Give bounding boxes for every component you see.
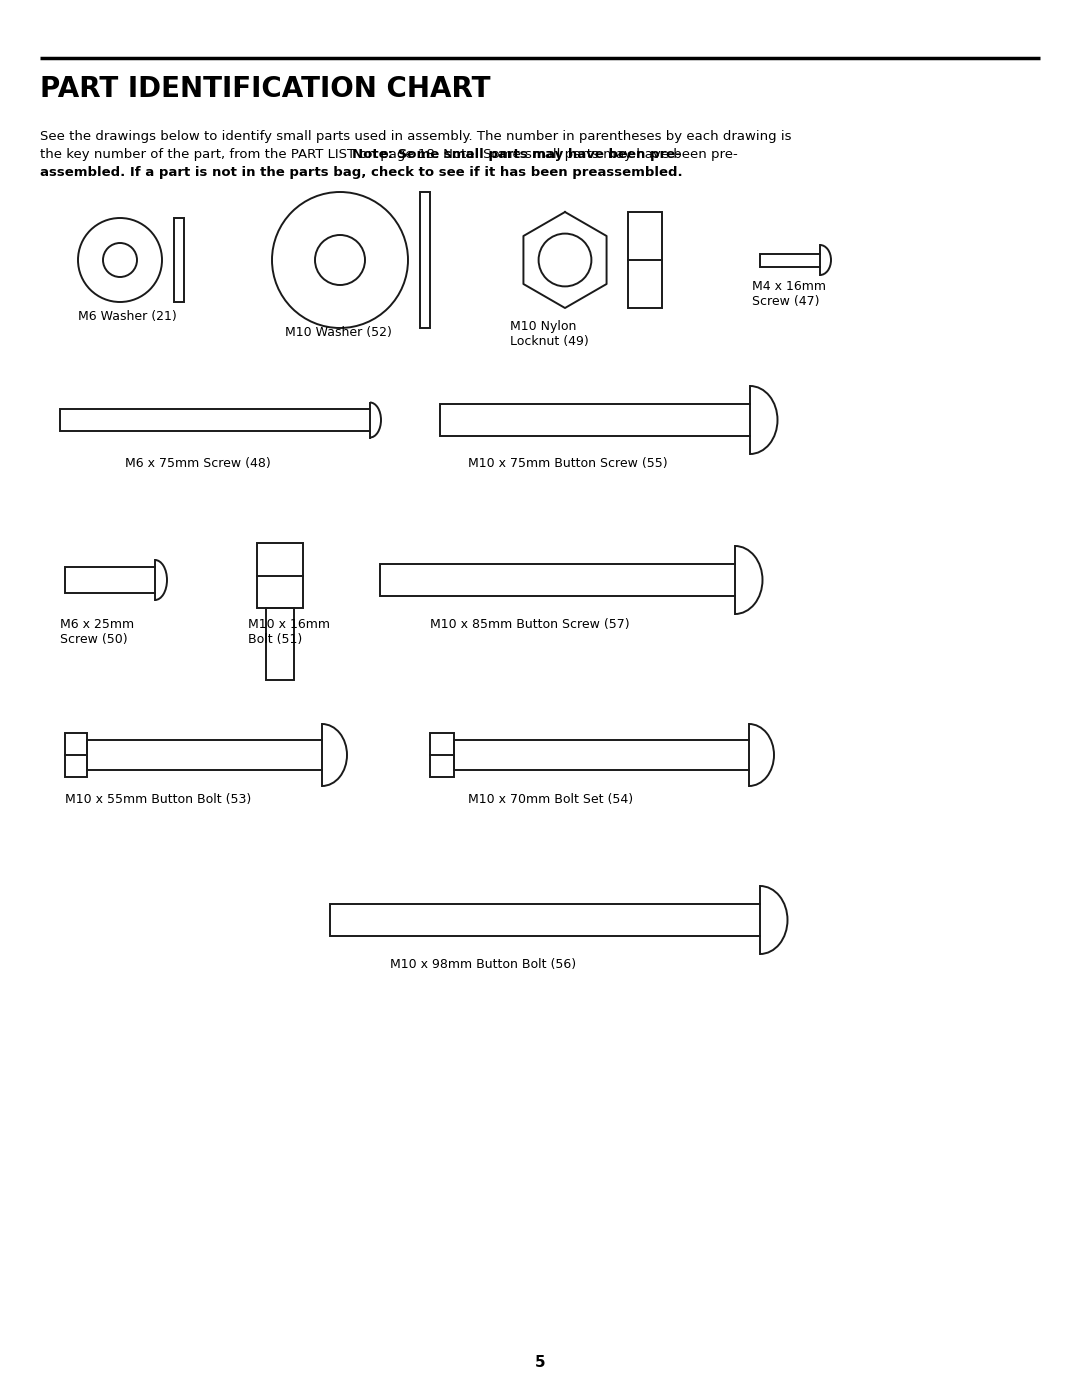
Text: M4 x 16mm: M4 x 16mm bbox=[752, 279, 826, 293]
Bar bbox=[440, 404, 750, 436]
Text: M6 x 75mm Screw (48): M6 x 75mm Screw (48) bbox=[125, 457, 271, 469]
Bar bbox=[60, 409, 370, 432]
Text: Screw (47): Screw (47) bbox=[752, 295, 820, 307]
Bar bbox=[430, 733, 454, 777]
Text: 5: 5 bbox=[535, 1355, 545, 1370]
Bar bbox=[627, 212, 662, 307]
Bar bbox=[174, 218, 184, 302]
Text: M10 x 75mm Button Screw (55): M10 x 75mm Button Screw (55) bbox=[468, 457, 667, 469]
Text: Locknut (49): Locknut (49) bbox=[510, 335, 589, 348]
Text: assembled. If a part is not in the parts bag, check to see if it has been preass: assembled. If a part is not in the parts… bbox=[40, 166, 683, 179]
Text: See the drawings below to identify small parts used in assembly. The number in p: See the drawings below to identify small… bbox=[40, 130, 792, 142]
Text: the key number of the part, from the PART LIST on page 18. Note: Some small part: the key number of the part, from the PAR… bbox=[40, 148, 738, 161]
Text: PART IDENTIFICATION CHART: PART IDENTIFICATION CHART bbox=[40, 75, 490, 103]
Bar bbox=[330, 904, 760, 936]
Bar bbox=[420, 191, 430, 328]
Bar bbox=[257, 543, 303, 608]
Text: M6 Washer (21): M6 Washer (21) bbox=[78, 310, 177, 323]
Text: M10 Washer (52): M10 Washer (52) bbox=[285, 326, 392, 339]
Text: the key number of the part, from the PART LIST on page 18.: the key number of the part, from the PAR… bbox=[40, 148, 443, 161]
Text: M10 Nylon: M10 Nylon bbox=[510, 320, 577, 332]
Text: Bolt (51): Bolt (51) bbox=[248, 633, 302, 645]
Text: M10 x 85mm Button Screw (57): M10 x 85mm Button Screw (57) bbox=[430, 617, 630, 631]
Text: Screw (50): Screw (50) bbox=[60, 633, 127, 645]
Text: M10 x 55mm Button Bolt (53): M10 x 55mm Button Bolt (53) bbox=[65, 793, 252, 806]
Bar bbox=[760, 253, 820, 267]
Bar bbox=[454, 740, 750, 770]
Text: M10 x 16mm: M10 x 16mm bbox=[248, 617, 330, 631]
Text: M6 x 25mm: M6 x 25mm bbox=[60, 617, 134, 631]
Text: M10 x 98mm Button Bolt (56): M10 x 98mm Button Bolt (56) bbox=[390, 958, 576, 971]
Bar bbox=[87, 740, 322, 770]
Bar bbox=[65, 567, 156, 592]
Bar bbox=[380, 564, 735, 597]
Text: M10 x 70mm Bolt Set (54): M10 x 70mm Bolt Set (54) bbox=[468, 793, 633, 806]
Text: Note: Some small parts may have been pre-: Note: Some small parts may have been pre… bbox=[351, 148, 680, 161]
Bar bbox=[65, 733, 87, 777]
Bar bbox=[266, 608, 294, 680]
Text: the key number of the part, from the PART LIST on page 18.: the key number of the part, from the PAR… bbox=[40, 148, 443, 161]
